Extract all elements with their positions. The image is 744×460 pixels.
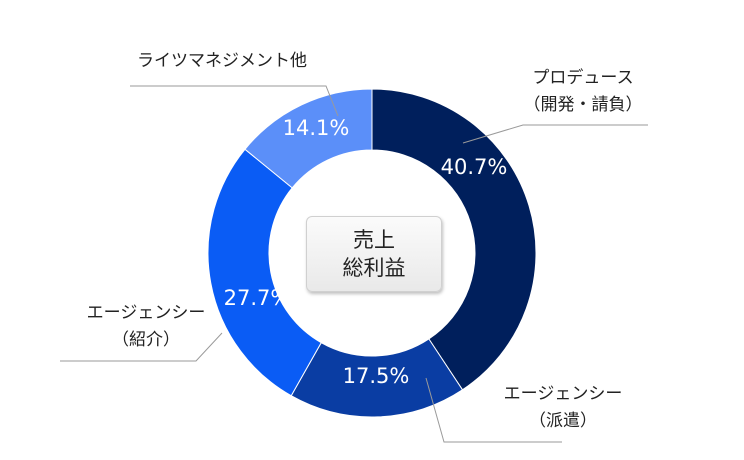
slice-label-agency-haken-line-1: エージェンシー — [504, 384, 623, 404]
slice-value-agency-shokai: 27.7% — [224, 286, 291, 310]
leader-line-agency-haken — [425, 377, 562, 443]
slice-rights — [244, 88, 373, 189]
slice-label-produce-line-2: （開発・請負） — [524, 95, 643, 115]
slice-label-agency-shokai-line-1: エージェンシー — [87, 303, 206, 323]
slice-agency-shokai — [207, 148, 322, 397]
slice-value-rights: 14.1% — [283, 116, 350, 140]
leader-line-agency-shokai — [60, 332, 223, 362]
slice-value-agency-haken: 17.5% — [343, 364, 410, 388]
center-label-line-1: 売上 — [353, 228, 395, 252]
center-label: 売上 総利益 — [306, 216, 442, 292]
slice-label-produce-line-1: プロデュース — [532, 67, 633, 88]
slice-value-produce: 40.7% — [441, 155, 508, 179]
slice-label-rights-line-1: ライツマネジメント他 — [137, 51, 307, 71]
leader-line-produce — [462, 124, 648, 144]
slice-label-agency-haken-line-2: （派遣） — [529, 411, 597, 431]
center-label-line-2: 総利益 — [342, 256, 406, 280]
slice-label-agency-shokai-line-2: （紹介） — [112, 330, 180, 350]
leader-line-rights — [130, 85, 339, 117]
slice-produce — [371, 88, 537, 391]
